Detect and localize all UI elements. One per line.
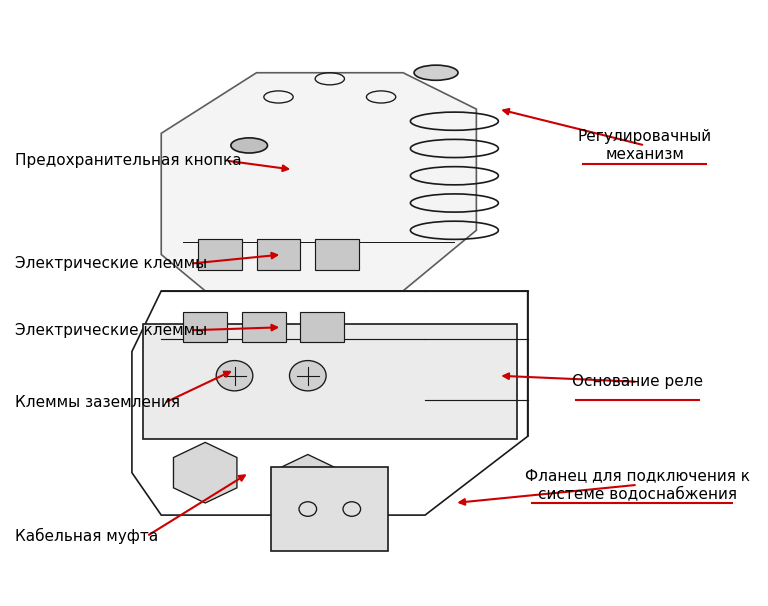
FancyBboxPatch shape	[300, 312, 345, 342]
Text: Основание реле: Основание реле	[572, 375, 703, 389]
Circle shape	[217, 361, 253, 391]
FancyBboxPatch shape	[242, 312, 286, 342]
FancyBboxPatch shape	[315, 239, 359, 270]
FancyBboxPatch shape	[198, 239, 242, 270]
FancyBboxPatch shape	[143, 324, 517, 439]
Ellipse shape	[231, 138, 267, 153]
FancyBboxPatch shape	[271, 467, 389, 551]
FancyBboxPatch shape	[184, 312, 227, 342]
Text: Регулировачный
механизм: Регулировачный механизм	[578, 129, 712, 162]
Text: Фланец для подключения к
системе водоснабжения: Фланец для подключения к системе водосна…	[525, 468, 750, 501]
Polygon shape	[161, 73, 476, 291]
FancyBboxPatch shape	[257, 239, 300, 270]
Text: Клеммы заземления: Клеммы заземления	[15, 396, 180, 410]
Text: Предохранительная кнопка: Предохранительная кнопка	[15, 153, 241, 168]
Text: Электрические клеммы: Электрические клеммы	[15, 256, 207, 271]
Circle shape	[290, 361, 326, 391]
Text: Электрические клеммы: Электрические клеммы	[15, 323, 207, 338]
Text: Кабельная муфта: Кабельная муфта	[15, 528, 158, 544]
Ellipse shape	[414, 65, 458, 81]
